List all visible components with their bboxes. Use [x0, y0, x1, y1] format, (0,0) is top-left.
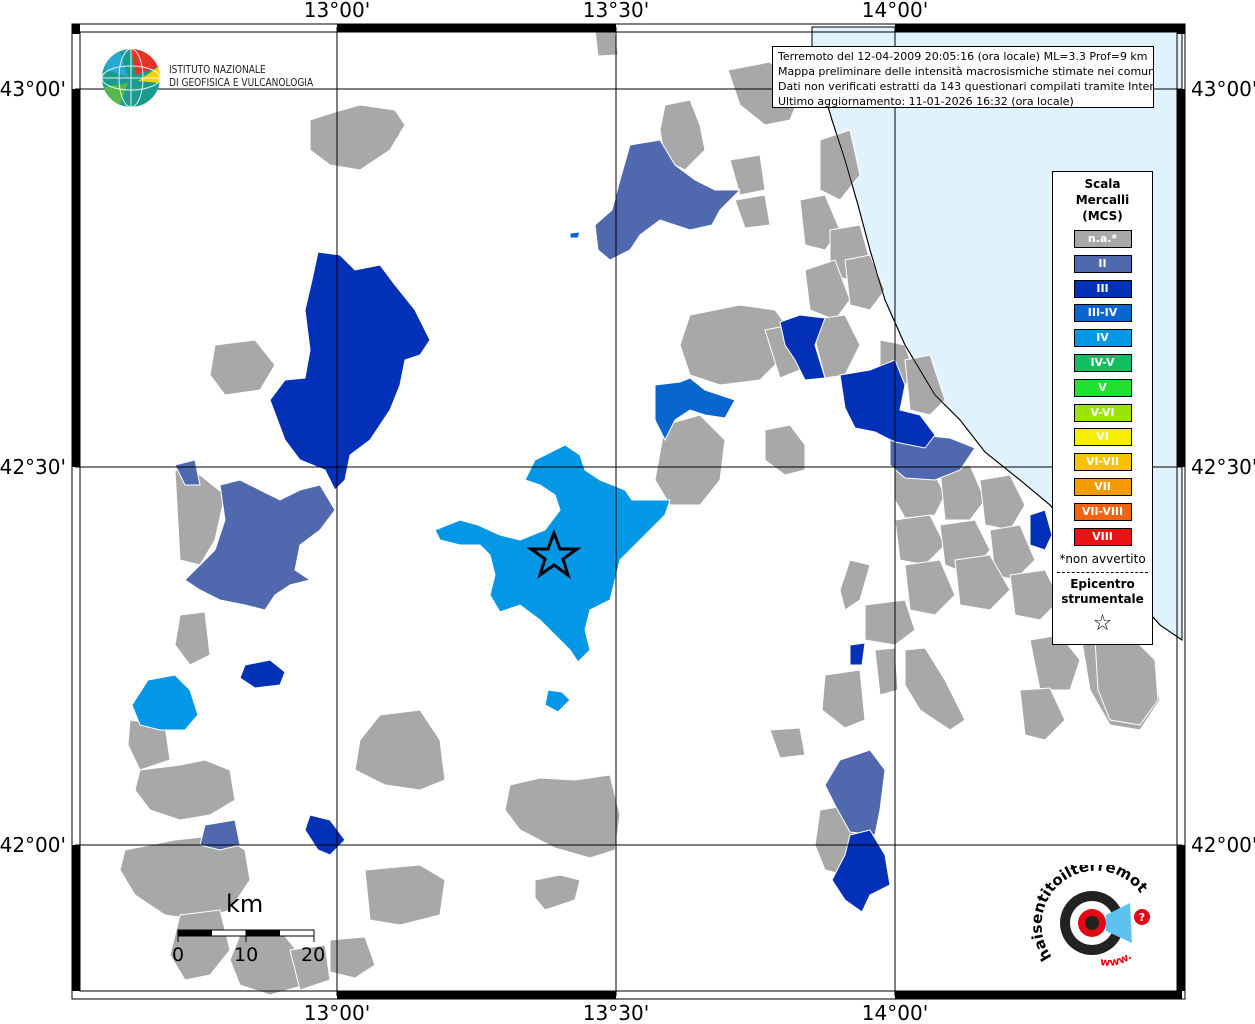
map-frame-inner [79, 31, 1178, 992]
ingv-globe-icon [101, 48, 161, 108]
legend-item: II [1073, 254, 1132, 273]
legend-epicenter-line2: strumentale [1061, 592, 1144, 607]
hsit-logo: ? haisentitoilterremoto.it www. [1025, 851, 1160, 980]
legend-item: n.a.* [1073, 230, 1132, 248]
lon-label-top-2: 13°30' [583, 0, 649, 22]
scale-unit: km [226, 890, 264, 918]
hsit-logo-www: www. [1100, 949, 1134, 969]
mcs-legend: Scala Mercalli (MCS) n.a.* II III III-IV IV I… [1052, 171, 1153, 645]
legend-item: VIII [1073, 527, 1132, 546]
ingv-name-line2: DI GEOFISICA E VULCANOLOGIA [169, 76, 314, 89]
ingv-name: ISTITUTO NAZIONALE DI GEOFISICA E VULCAN… [169, 63, 313, 89]
graticule [75, 27, 1182, 996]
legend-item: IV-V [1073, 353, 1132, 372]
lat-label-left-2: 42°30' [0, 455, 66, 479]
legend-item: VII-VIII [1073, 502, 1132, 521]
event-info-line1: Terremoto del 12-04-2009 20:05:16 (ora l… [778, 50, 1148, 63]
legend-item: VI-VII [1073, 453, 1132, 472]
municipalities-intensity-II [174, 139, 976, 851]
scale-label-20: 20 [301, 944, 326, 966]
svg-text:?: ? [1139, 911, 1145, 924]
lat-label-left-1: 43°00' [0, 77, 66, 101]
legend-item: V-VI [1073, 403, 1132, 422]
lat-label-left-3: 42°00' [0, 833, 66, 857]
legend-epicenter-label: Epicentro strumentale [1053, 577, 1152, 607]
municipalities-intensity-III-IV [569, 231, 736, 442]
municipalities-intensity-IV [131, 444, 671, 731]
legend-item: V [1073, 378, 1132, 397]
scale-label-10: 10 [234, 944, 259, 966]
lon-label-bottom-2: 13°30' [583, 1001, 649, 1024]
map-frame-outer [71, 23, 1186, 1000]
event-info-line4: Ultimo aggiornamento: 11-01-2026 16:32 (… [778, 95, 1074, 108]
frame-bars [72, 24, 1185, 999]
lat-label-right-1: 43°00' [1191, 77, 1255, 101]
ingv-logo [100, 47, 320, 111]
legend-star-icon: ☆ [1092, 611, 1113, 637]
legend-title-line2: Mercalli [1075, 193, 1130, 207]
event-info-line3: Dati non verificati estratti da 143 ques… [778, 80, 1154, 93]
legend-item: III [1073, 279, 1132, 298]
legend-title-line1: Scala [1084, 177, 1121, 191]
lon-label-bottom-3: 14°00' [862, 1001, 928, 1024]
epicentral-area [434, 444, 671, 663]
municipalities-not-felt [119, 27, 1161, 996]
svg-text:www.: www. [1100, 949, 1134, 969]
legend-item: VI [1073, 428, 1132, 447]
scale-label-0: 0 [172, 944, 185, 966]
legend-epicenter-line1: Epicentro [1070, 577, 1135, 592]
lon-label-bottom-1: 13°00' [304, 1001, 370, 1024]
legend-items: n.a.* II III III-IV IV IV-V V V-VI VI VI-VII VII VI… [1053, 230, 1152, 546]
legend-separator [1057, 572, 1148, 574]
ingv-name-line1: ISTITUTO NAZIONALE [169, 63, 266, 76]
legend-item: III-IV [1073, 304, 1132, 323]
hsit-target-icon: ? haisentitoilterremoto.it www. [1025, 851, 1152, 969]
legend-note: *non avvertito [1059, 552, 1146, 567]
lon-label-top-1: 13°00' [304, 0, 370, 22]
epicenter-star [526, 528, 582, 579]
scale-bar [177, 929, 315, 942]
event-info-box: Terremoto del 12-04-2009 20:05:16 (ora l… [772, 46, 1154, 108]
legend-item: VII [1073, 477, 1132, 496]
legend-item: IV [1073, 329, 1132, 348]
lat-label-right-3: 42°00' [1191, 833, 1255, 857]
lat-label-right-2: 42°30' [1191, 455, 1255, 479]
legend-title-line3: (MCS) [1082, 209, 1123, 223]
event-info-line2: Mappa preliminare delle intensità macros… [778, 65, 1154, 78]
lon-label-top-3: 14°00' [862, 0, 928, 22]
legend-title: Scala Mercalli (MCS) [1053, 176, 1152, 224]
